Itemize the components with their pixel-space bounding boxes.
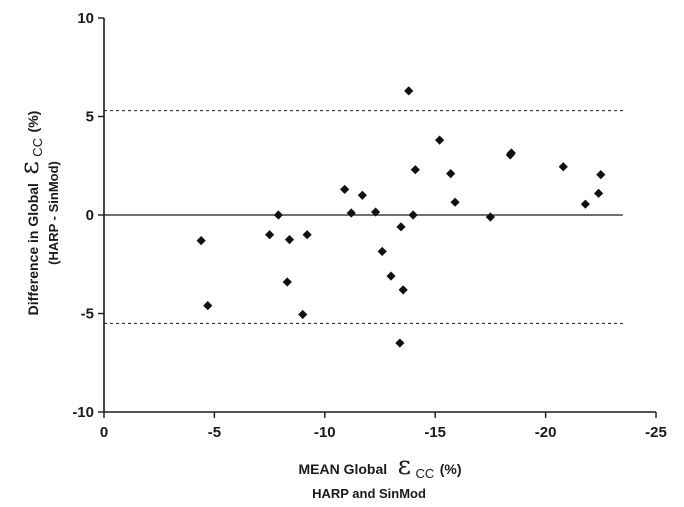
y-axis-label-unit: (%) (25, 111, 41, 133)
data-point (435, 135, 445, 145)
x-axis-label-subscript: CC (416, 466, 435, 481)
x-axis-label-prefix: MEAN Global (298, 461, 387, 477)
data-point (273, 210, 284, 220)
x-tick-label: -25 (645, 424, 667, 441)
data-point (450, 197, 460, 207)
y-axis-label-subscript: CC (30, 138, 45, 157)
svg-text:Difference in Global ε: Difference in Global ε CC (%) (15, 111, 46, 316)
y-axis-label-line2: (HARP - SinMod) (46, 161, 61, 265)
x-axis-label-line2: HARP and SinMod (312, 486, 426, 501)
data-point (265, 230, 275, 240)
data-point (396, 222, 406, 232)
x-tick-label: -5 (208, 424, 221, 441)
data-point (282, 277, 292, 287)
data-point (404, 86, 414, 96)
data-point (446, 169, 456, 179)
data-point (398, 285, 408, 295)
data-point (340, 184, 350, 194)
data-point (485, 212, 495, 222)
x-tick-label: 0 (100, 424, 108, 441)
data-point (346, 208, 356, 218)
y-tick-label: 0 (86, 207, 94, 224)
x-axis-label-symbol: ε (398, 451, 411, 481)
data-point (284, 235, 295, 245)
y-axis-ticks: 10 5 0 -5 -10 (72, 10, 104, 421)
reference-lines (104, 110, 623, 324)
data-point (395, 338, 405, 348)
y-tick-label: 10 (77, 10, 94, 27)
y-tick-label: -10 (72, 404, 94, 421)
x-axis-label: MEAN Global ε CC (%) HARP and SinMod (298, 451, 461, 501)
y-tick-label: -5 (81, 306, 94, 323)
data-point (298, 309, 308, 320)
data-point (410, 165, 420, 175)
x-tick-label: -15 (424, 424, 446, 441)
data-point (357, 190, 367, 200)
data-point (596, 170, 606, 180)
x-axis-ticks: 0 -5 -10 -15 -20 -25 (100, 412, 667, 441)
data-point (593, 188, 604, 198)
data-point (506, 148, 516, 158)
x-tick-label: -20 (535, 424, 557, 441)
data-points (196, 86, 606, 348)
y-tick-label: 5 (86, 109, 94, 126)
data-point (203, 301, 213, 311)
data-point (196, 236, 206, 246)
y-axis-label: Difference in Global ε CC (%) (HARP - Si… (15, 111, 61, 316)
svg-text:MEAN Global ε CC: MEAN Global ε CC (%) (298, 451, 461, 482)
x-axis-label-unit: (%) (440, 461, 462, 477)
y-axis-label-prefix: Difference in Global (25, 183, 41, 315)
data-point (386, 271, 396, 281)
data-point (377, 246, 387, 257)
data-point (558, 162, 568, 172)
data-point (408, 210, 418, 220)
data-point (302, 230, 312, 240)
data-point (370, 207, 381, 217)
data-point (580, 199, 590, 209)
y-axis-label-symbol: ε (15, 161, 45, 174)
x-tick-label: -10 (314, 424, 336, 441)
